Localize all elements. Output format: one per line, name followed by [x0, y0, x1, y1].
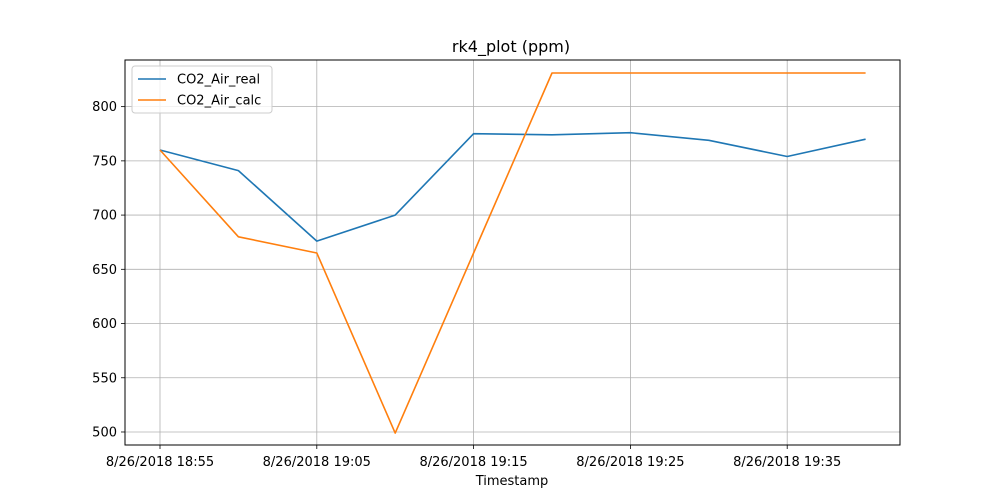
x-tick-label: 8/26/2018 19:05 [263, 455, 371, 470]
x-axis-label: Timestamp [475, 474, 549, 489]
series-lines [159, 72, 866, 434]
y-tick-label: 650 [92, 263, 117, 278]
legend-box [131, 65, 273, 114]
y-tick-label: 750 [92, 154, 117, 169]
legend-label-co2-air-calc: CO2_Air_calc [177, 94, 261, 109]
x-axis: 8/26/2018 18:55 8/26/2018 19:05 8/26/2018 … [106, 445, 841, 470]
grid [125, 60, 900, 445]
y-tick-label: 500 [92, 425, 117, 440]
y-tick-label: 550 [92, 371, 117, 386]
x-tick-label: 8/26/2018 19:15 [419, 455, 527, 470]
chart-title: rk4_plot (ppm) [452, 37, 570, 57]
legend-label-co2-air-real: CO2_Air_real [177, 73, 260, 88]
y-tick-label: 600 [92, 317, 117, 332]
series-line-co2-air-calc [159, 72, 866, 434]
x-tick-label: 8/26/2018 18:55 [106, 455, 214, 470]
x-tick-label: 8/26/2018 19:25 [576, 455, 684, 470]
y-tick-label: 700 [92, 209, 117, 224]
y-tick-label: 800 [92, 100, 117, 115]
legend: CO2_Air_real CO2_Air_calc [131, 65, 273, 114]
x-tick-label: 8/26/2018 19:35 [733, 455, 841, 470]
y-axis: 500 550 600 650 700 750 800 [92, 100, 125, 440]
plot-frame [124, 59, 901, 446]
series-line-co2-air-real [159, 131, 866, 242]
